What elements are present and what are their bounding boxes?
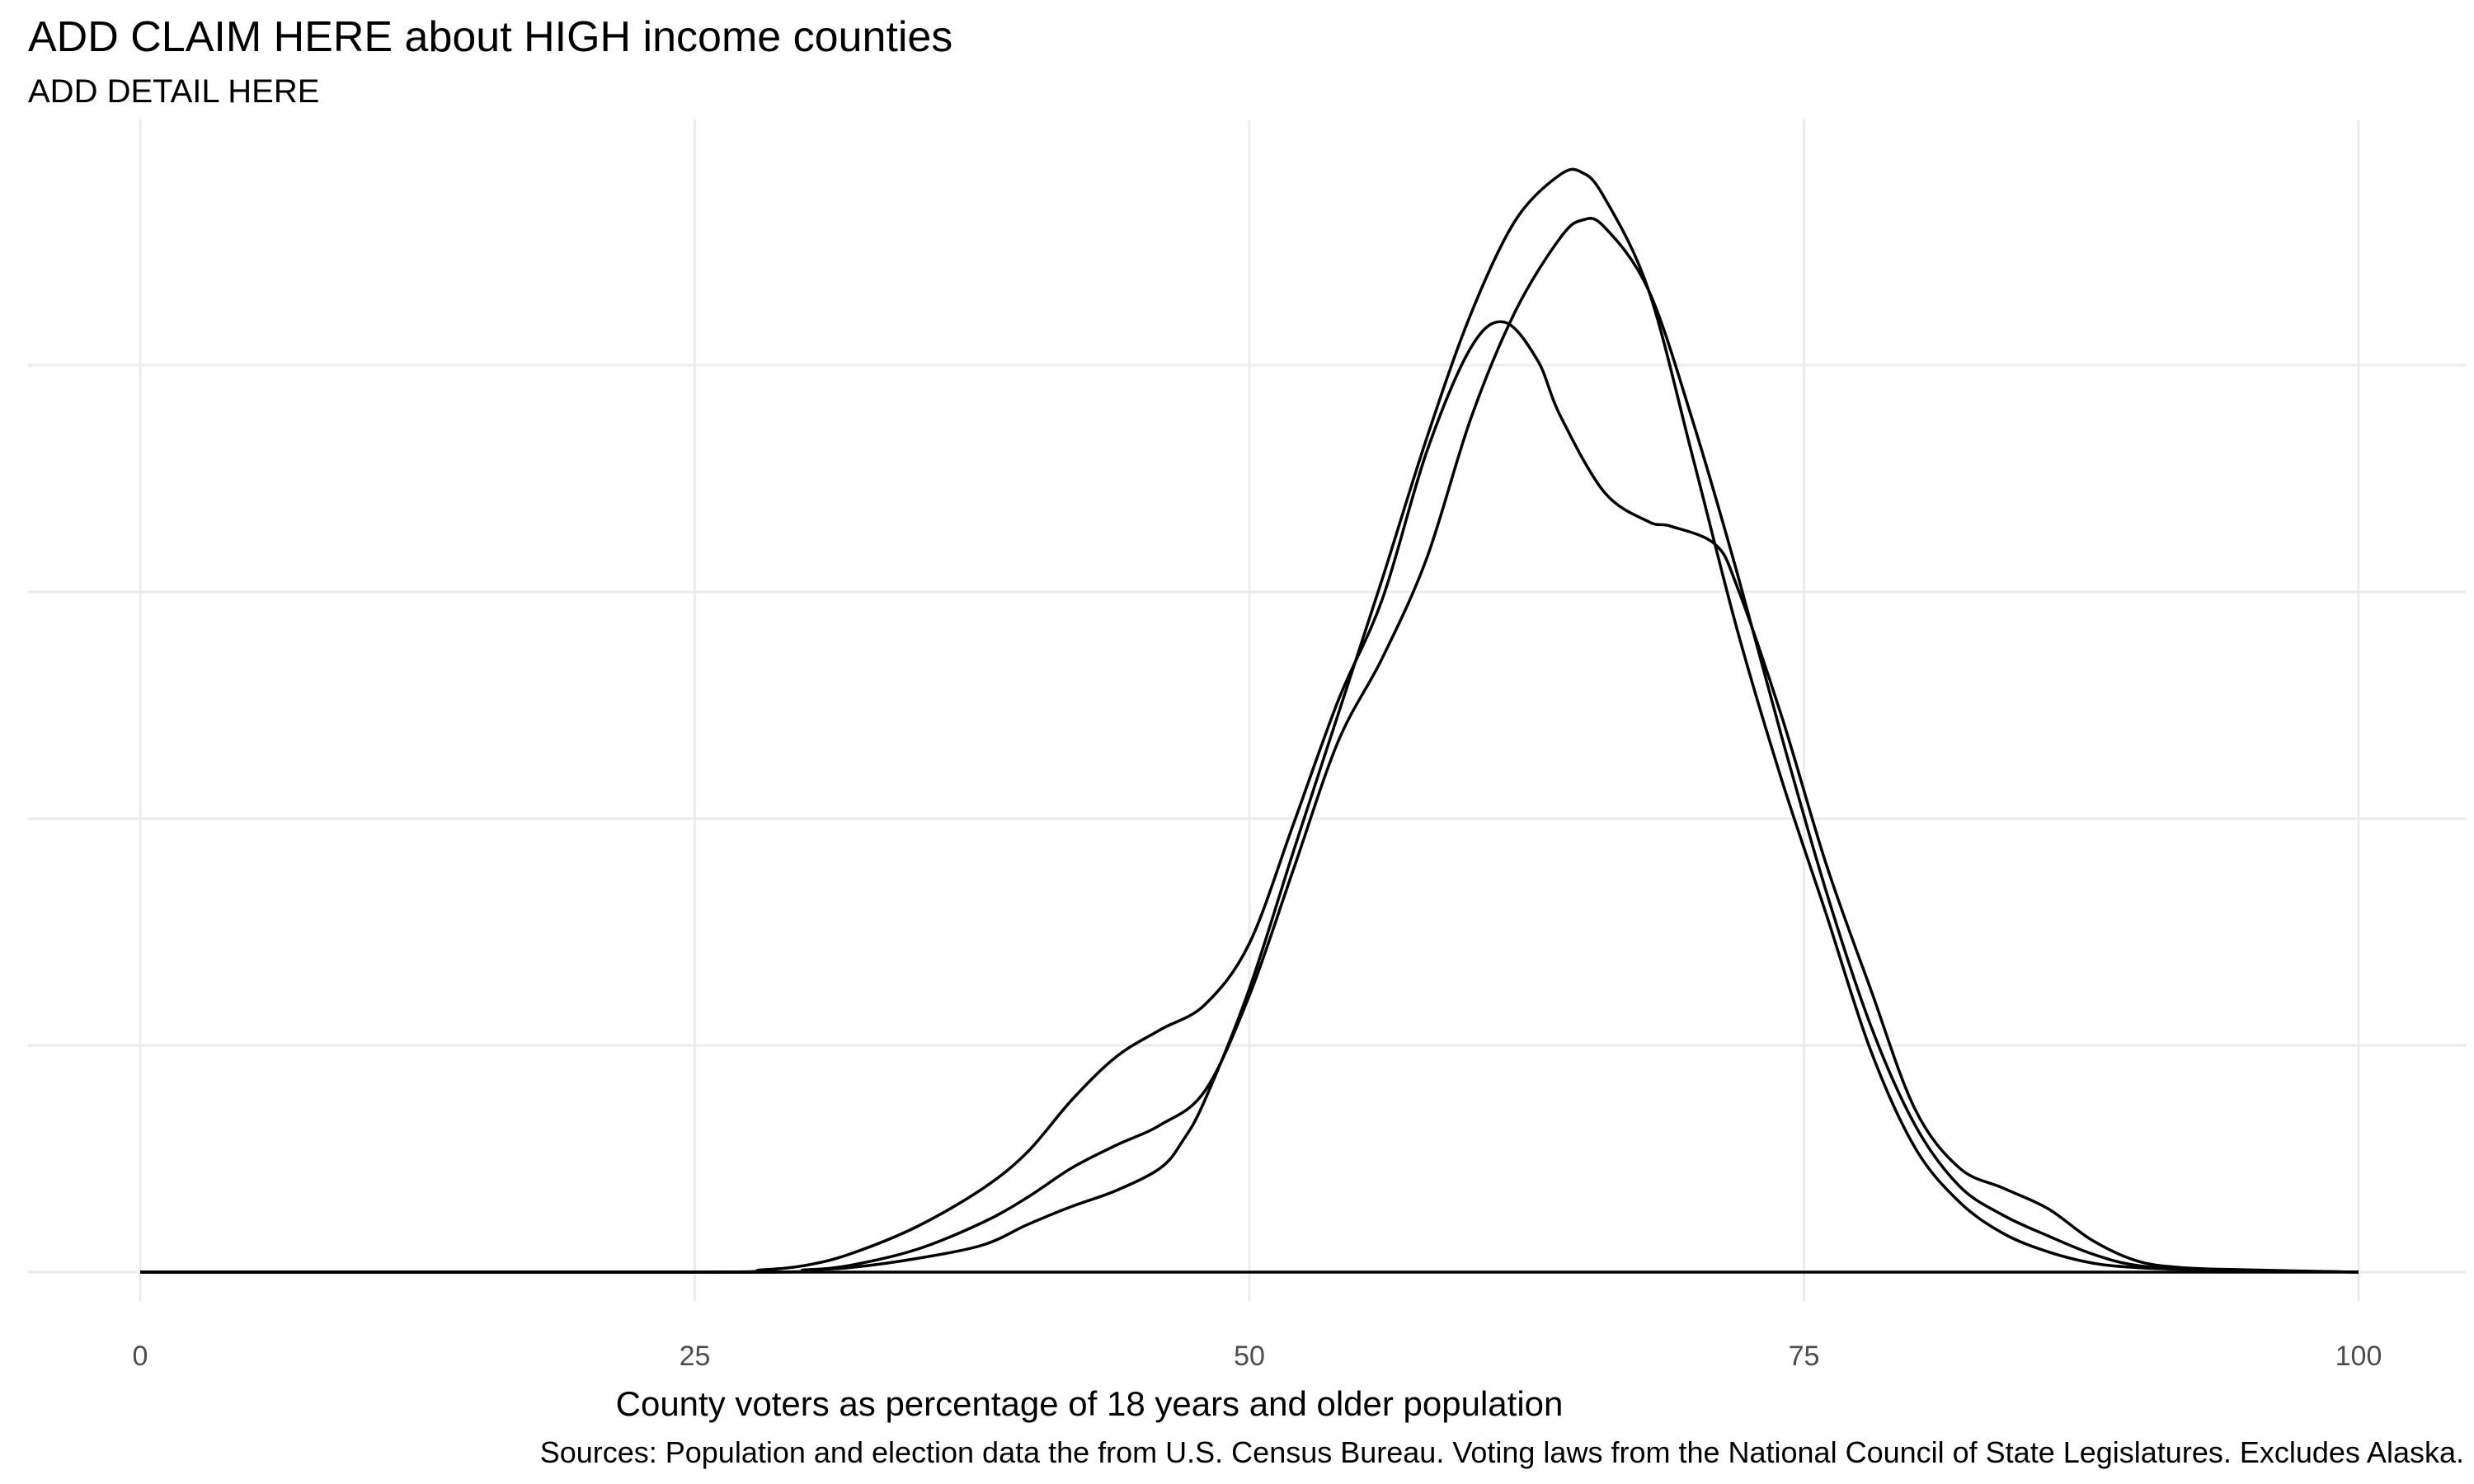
x-tick-label-100: 100 bbox=[2335, 1341, 2382, 1372]
density-curve-2 bbox=[139, 217, 2359, 1274]
chart-subtitle: ADD DETAIL HERE bbox=[28, 73, 319, 110]
x-tick-label-50: 50 bbox=[1234, 1341, 1265, 1372]
density-curve-3 bbox=[139, 167, 2359, 1274]
x-tick-labels: 0 25 50 75 100 bbox=[133, 1341, 2382, 1372]
chart-caption: Sources: Population and election data th… bbox=[540, 1435, 2464, 1469]
x-tick-label-75: 75 bbox=[1789, 1341, 1820, 1372]
series-layer bbox=[139, 167, 2359, 1274]
x-tick-label-25: 25 bbox=[680, 1341, 711, 1372]
x-axis-label: County voters as percentage of 18 years … bbox=[616, 1384, 1564, 1423]
chart-title: ADD CLAIM HERE about HIGH income countie… bbox=[28, 13, 952, 61]
density-curve-1 bbox=[139, 320, 2359, 1274]
grid-layer bbox=[28, 120, 2466, 1301]
x-tick-label-0: 0 bbox=[133, 1341, 148, 1372]
